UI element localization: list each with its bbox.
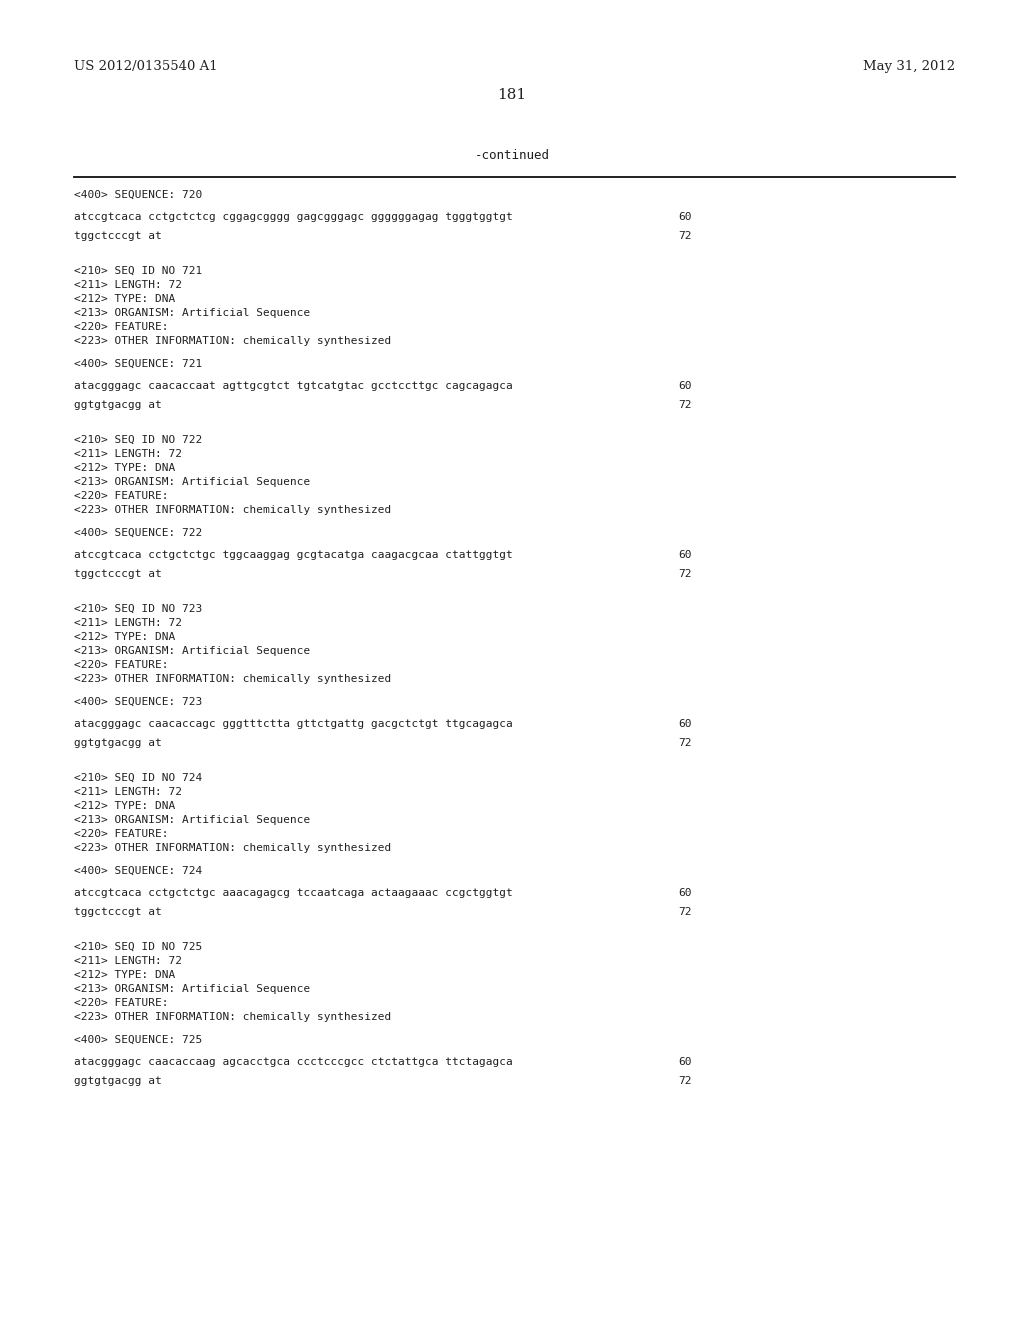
- Text: atacgggagc caacaccaag agcacctgca ccctcccgcc ctctattgca ttctagagca: atacgggagc caacaccaag agcacctgca ccctccc…: [74, 1057, 513, 1067]
- Text: 72: 72: [678, 738, 691, 748]
- Text: <212> TYPE: DNA: <212> TYPE: DNA: [74, 294, 175, 304]
- Text: <211> LENGTH: 72: <211> LENGTH: 72: [74, 618, 182, 628]
- Text: <400> SEQUENCE: 724: <400> SEQUENCE: 724: [74, 866, 203, 876]
- Text: <223> OTHER INFORMATION: chemically synthesized: <223> OTHER INFORMATION: chemically synt…: [74, 506, 391, 515]
- Text: <213> ORGANISM: Artificial Sequence: <213> ORGANISM: Artificial Sequence: [74, 308, 310, 318]
- Text: <400> SEQUENCE: 722: <400> SEQUENCE: 722: [74, 528, 203, 539]
- Text: <212> TYPE: DNA: <212> TYPE: DNA: [74, 632, 175, 642]
- Text: May 31, 2012: May 31, 2012: [863, 59, 955, 73]
- Text: <220> FEATURE:: <220> FEATURE:: [74, 998, 169, 1008]
- Text: 72: 72: [678, 1076, 691, 1086]
- Text: <210> SEQ ID NO 722: <210> SEQ ID NO 722: [74, 436, 203, 445]
- Text: 72: 72: [678, 231, 691, 242]
- Text: <220> FEATURE:: <220> FEATURE:: [74, 491, 169, 502]
- Text: tggctcccgt at: tggctcccgt at: [74, 907, 162, 917]
- Text: <213> ORGANISM: Artificial Sequence: <213> ORGANISM: Artificial Sequence: [74, 983, 310, 994]
- Text: <212> TYPE: DNA: <212> TYPE: DNA: [74, 463, 175, 473]
- Text: <211> LENGTH: 72: <211> LENGTH: 72: [74, 280, 182, 290]
- Text: <400> SEQUENCE: 725: <400> SEQUENCE: 725: [74, 1035, 203, 1045]
- Text: <213> ORGANISM: Artificial Sequence: <213> ORGANISM: Artificial Sequence: [74, 477, 310, 487]
- Text: <210> SEQ ID NO 725: <210> SEQ ID NO 725: [74, 942, 203, 952]
- Text: 60: 60: [678, 213, 691, 222]
- Text: <223> OTHER INFORMATION: chemically synthesized: <223> OTHER INFORMATION: chemically synt…: [74, 337, 391, 346]
- Text: ggtgtgacgg at: ggtgtgacgg at: [74, 1076, 162, 1086]
- Text: 72: 72: [678, 907, 691, 917]
- Text: <223> OTHER INFORMATION: chemically synthesized: <223> OTHER INFORMATION: chemically synt…: [74, 675, 391, 684]
- Text: <210> SEQ ID NO 723: <210> SEQ ID NO 723: [74, 605, 203, 614]
- Text: <400> SEQUENCE: 720: <400> SEQUENCE: 720: [74, 190, 203, 201]
- Text: 181: 181: [498, 88, 526, 102]
- Text: atacgggagc caacaccaat agttgcgtct tgtcatgtac gcctccttgc cagcagagca: atacgggagc caacaccaat agttgcgtct tgtcatg…: [74, 381, 513, 391]
- Text: 60: 60: [678, 381, 691, 391]
- Text: 60: 60: [678, 550, 691, 560]
- Text: 60: 60: [678, 888, 691, 898]
- Text: 60: 60: [678, 719, 691, 729]
- Text: atccgtcaca cctgctctcg cggagcgggg gagcgggagc ggggggagag tgggtggtgt: atccgtcaca cctgctctcg cggagcgggg gagcggg…: [74, 213, 513, 222]
- Text: <211> LENGTH: 72: <211> LENGTH: 72: [74, 956, 182, 966]
- Text: <220> FEATURE:: <220> FEATURE:: [74, 829, 169, 840]
- Text: 72: 72: [678, 400, 691, 411]
- Text: 72: 72: [678, 569, 691, 579]
- Text: tggctcccgt at: tggctcccgt at: [74, 231, 162, 242]
- Text: -continued: -continued: [474, 149, 550, 162]
- Text: <211> LENGTH: 72: <211> LENGTH: 72: [74, 449, 182, 459]
- Text: <212> TYPE: DNA: <212> TYPE: DNA: [74, 970, 175, 979]
- Text: atacgggagc caacaccagc gggtttctta gttctgattg gacgctctgt ttgcagagca: atacgggagc caacaccagc gggtttctta gttctga…: [74, 719, 513, 729]
- Text: <223> OTHER INFORMATION: chemically synthesized: <223> OTHER INFORMATION: chemically synt…: [74, 1012, 391, 1022]
- Text: ggtgtgacgg at: ggtgtgacgg at: [74, 400, 162, 411]
- Text: atccgtcaca cctgctctgc aaacagagcg tccaatcaga actaagaaac ccgctggtgt: atccgtcaca cctgctctgc aaacagagcg tccaatc…: [74, 888, 513, 898]
- Text: <220> FEATURE:: <220> FEATURE:: [74, 660, 169, 671]
- Text: <210> SEQ ID NO 724: <210> SEQ ID NO 724: [74, 774, 203, 783]
- Text: <213> ORGANISM: Artificial Sequence: <213> ORGANISM: Artificial Sequence: [74, 645, 310, 656]
- Text: <220> FEATURE:: <220> FEATURE:: [74, 322, 169, 333]
- Text: <212> TYPE: DNA: <212> TYPE: DNA: [74, 801, 175, 810]
- Text: <211> LENGTH: 72: <211> LENGTH: 72: [74, 787, 182, 797]
- Text: <223> OTHER INFORMATION: chemically synthesized: <223> OTHER INFORMATION: chemically synt…: [74, 843, 391, 853]
- Text: atccgtcaca cctgctctgc tggcaaggag gcgtacatga caagacgcaa ctattggtgt: atccgtcaca cctgctctgc tggcaaggag gcgtaca…: [74, 550, 513, 560]
- Text: <210> SEQ ID NO 721: <210> SEQ ID NO 721: [74, 267, 203, 276]
- Text: <400> SEQUENCE: 721: <400> SEQUENCE: 721: [74, 359, 203, 370]
- Text: <213> ORGANISM: Artificial Sequence: <213> ORGANISM: Artificial Sequence: [74, 814, 310, 825]
- Text: US 2012/0135540 A1: US 2012/0135540 A1: [74, 59, 218, 73]
- Text: ggtgtgacgg at: ggtgtgacgg at: [74, 738, 162, 748]
- Text: tggctcccgt at: tggctcccgt at: [74, 569, 162, 579]
- Text: <400> SEQUENCE: 723: <400> SEQUENCE: 723: [74, 697, 203, 708]
- Text: 60: 60: [678, 1057, 691, 1067]
